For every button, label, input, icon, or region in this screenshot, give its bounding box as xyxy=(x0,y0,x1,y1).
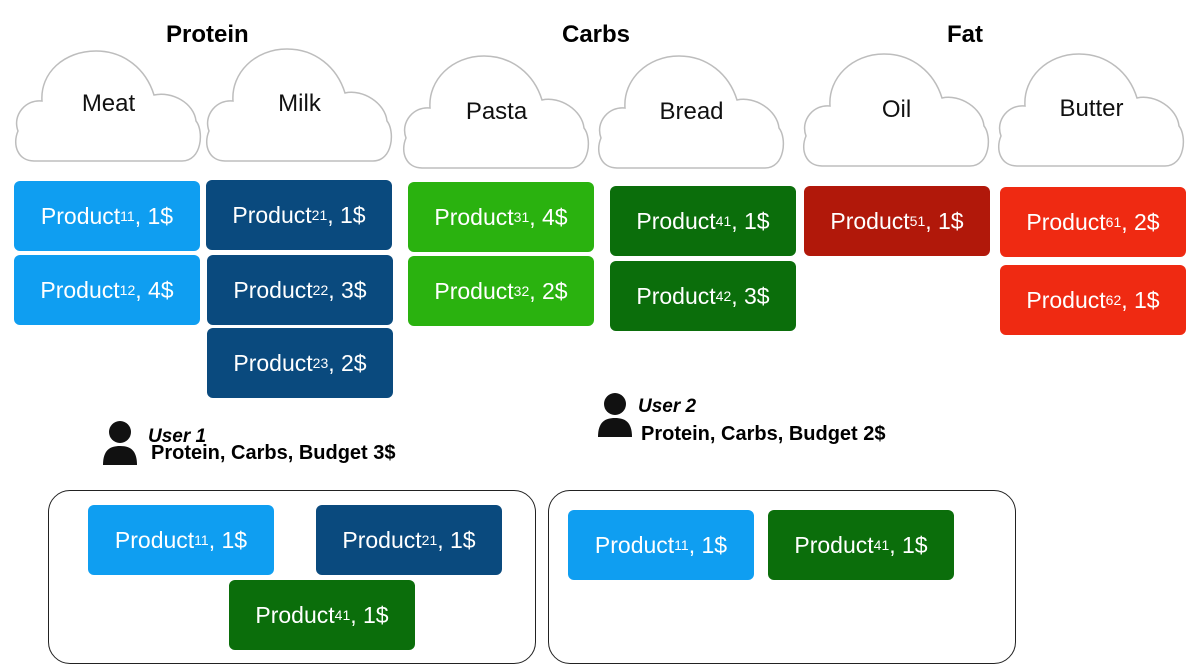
product-price: , 2$ xyxy=(328,349,367,376)
cloud-label-pasta: Pasta xyxy=(465,98,528,125)
cloud-label-butter: Butter xyxy=(1059,95,1124,122)
product-box-41: Product 41, 1$ xyxy=(610,186,796,256)
product-box-62: Product 62, 1$ xyxy=(1000,265,1186,335)
product-name: Product xyxy=(830,207,910,234)
product-box-12: Product 12, 4$ xyxy=(14,255,200,325)
product-name: Product xyxy=(434,277,514,304)
cloud-bread: Bread xyxy=(595,52,788,170)
cloud-butter: Butter xyxy=(995,50,1188,168)
product-name: Product xyxy=(1026,208,1106,235)
cart-2-product-41: Product 41, 1$ xyxy=(768,510,954,580)
product-name: Product xyxy=(594,531,675,558)
product-price: , 1$ xyxy=(437,526,476,553)
cart-1-product-41: Product 41, 1$ xyxy=(229,580,415,650)
user-2-name: User 2 xyxy=(638,396,697,417)
product-price: , 1$ xyxy=(1121,286,1160,313)
cloud-label-meat: Meat xyxy=(81,90,136,117)
product-price: , 3$ xyxy=(731,282,770,309)
product-name: Product xyxy=(232,201,312,228)
product-price: , 4$ xyxy=(135,276,174,303)
user-1-request: Protein, Carbs, Budget 3$ xyxy=(151,442,396,464)
product-box-51: Product 51, 1$ xyxy=(804,186,990,256)
cart-1-product-21: Product 21, 1$ xyxy=(316,505,502,575)
product-box-23: Product 23, 2$ xyxy=(207,328,393,398)
cloud-label-milk: Milk xyxy=(278,90,321,117)
product-name: Product xyxy=(114,526,195,553)
product-price: , 1$ xyxy=(731,207,770,234)
product-name: Product xyxy=(40,276,120,303)
product-box-61: Product 61, 2$ xyxy=(1000,187,1186,257)
product-name: Product xyxy=(636,282,716,309)
product-box-32: Product 32, 2$ xyxy=(408,256,594,326)
cloud-pasta: Pasta xyxy=(400,52,593,170)
product-name: Product xyxy=(233,276,313,303)
cloud-milk: Milk xyxy=(203,45,396,163)
product-name: Product xyxy=(636,207,716,234)
cloud-label-oil: Oil xyxy=(881,96,912,123)
product-price: , 1$ xyxy=(688,531,728,558)
product-price: , 2$ xyxy=(1121,208,1160,235)
product-price: , 2$ xyxy=(529,277,568,304)
product-box-31: Product 31, 4$ xyxy=(408,182,594,252)
user-icon xyxy=(595,392,635,438)
group-title-carbs: Carbs xyxy=(562,21,631,48)
cloud-label-bread: Bread xyxy=(659,98,724,125)
product-name: Product xyxy=(233,349,313,376)
user-1-name: User 1 xyxy=(148,426,207,447)
product-price: , 3$ xyxy=(328,276,367,303)
product-price: , 1$ xyxy=(208,526,248,553)
group-title-protein: Protein xyxy=(166,21,249,48)
cart-1-product-11: Product 11, 1$ xyxy=(88,505,274,575)
cloud-meat: Meat xyxy=(12,45,205,163)
product-name: Product xyxy=(794,531,874,558)
product-price: , 1$ xyxy=(350,601,389,628)
product-box-42: Product 42, 3$ xyxy=(610,261,796,331)
product-name: Product xyxy=(1026,286,1106,313)
product-box-21: Product 21, 1$ xyxy=(206,180,392,250)
product-price: , 1$ xyxy=(327,201,366,228)
product-name: Product xyxy=(434,203,514,230)
user-icon xyxy=(100,420,140,466)
product-price: , 1$ xyxy=(889,531,928,558)
product-name: Product xyxy=(40,202,121,229)
user-2-request: Protein, Carbs, Budget 2$ xyxy=(641,423,886,445)
cart-2-product-11: Product 11, 1$ xyxy=(568,510,754,580)
group-title-fat: Fat xyxy=(947,21,983,48)
product-price: , 1$ xyxy=(134,202,174,229)
cloud-oil: Oil xyxy=(800,50,993,168)
product-box-22: Product 22, 3$ xyxy=(207,255,393,325)
product-name: Product xyxy=(255,601,335,628)
product-price: , 4$ xyxy=(529,203,568,230)
product-name: Product xyxy=(342,526,422,553)
product-price: , 1$ xyxy=(925,207,964,234)
product-box-11: Product 11, 1$ xyxy=(14,181,200,251)
